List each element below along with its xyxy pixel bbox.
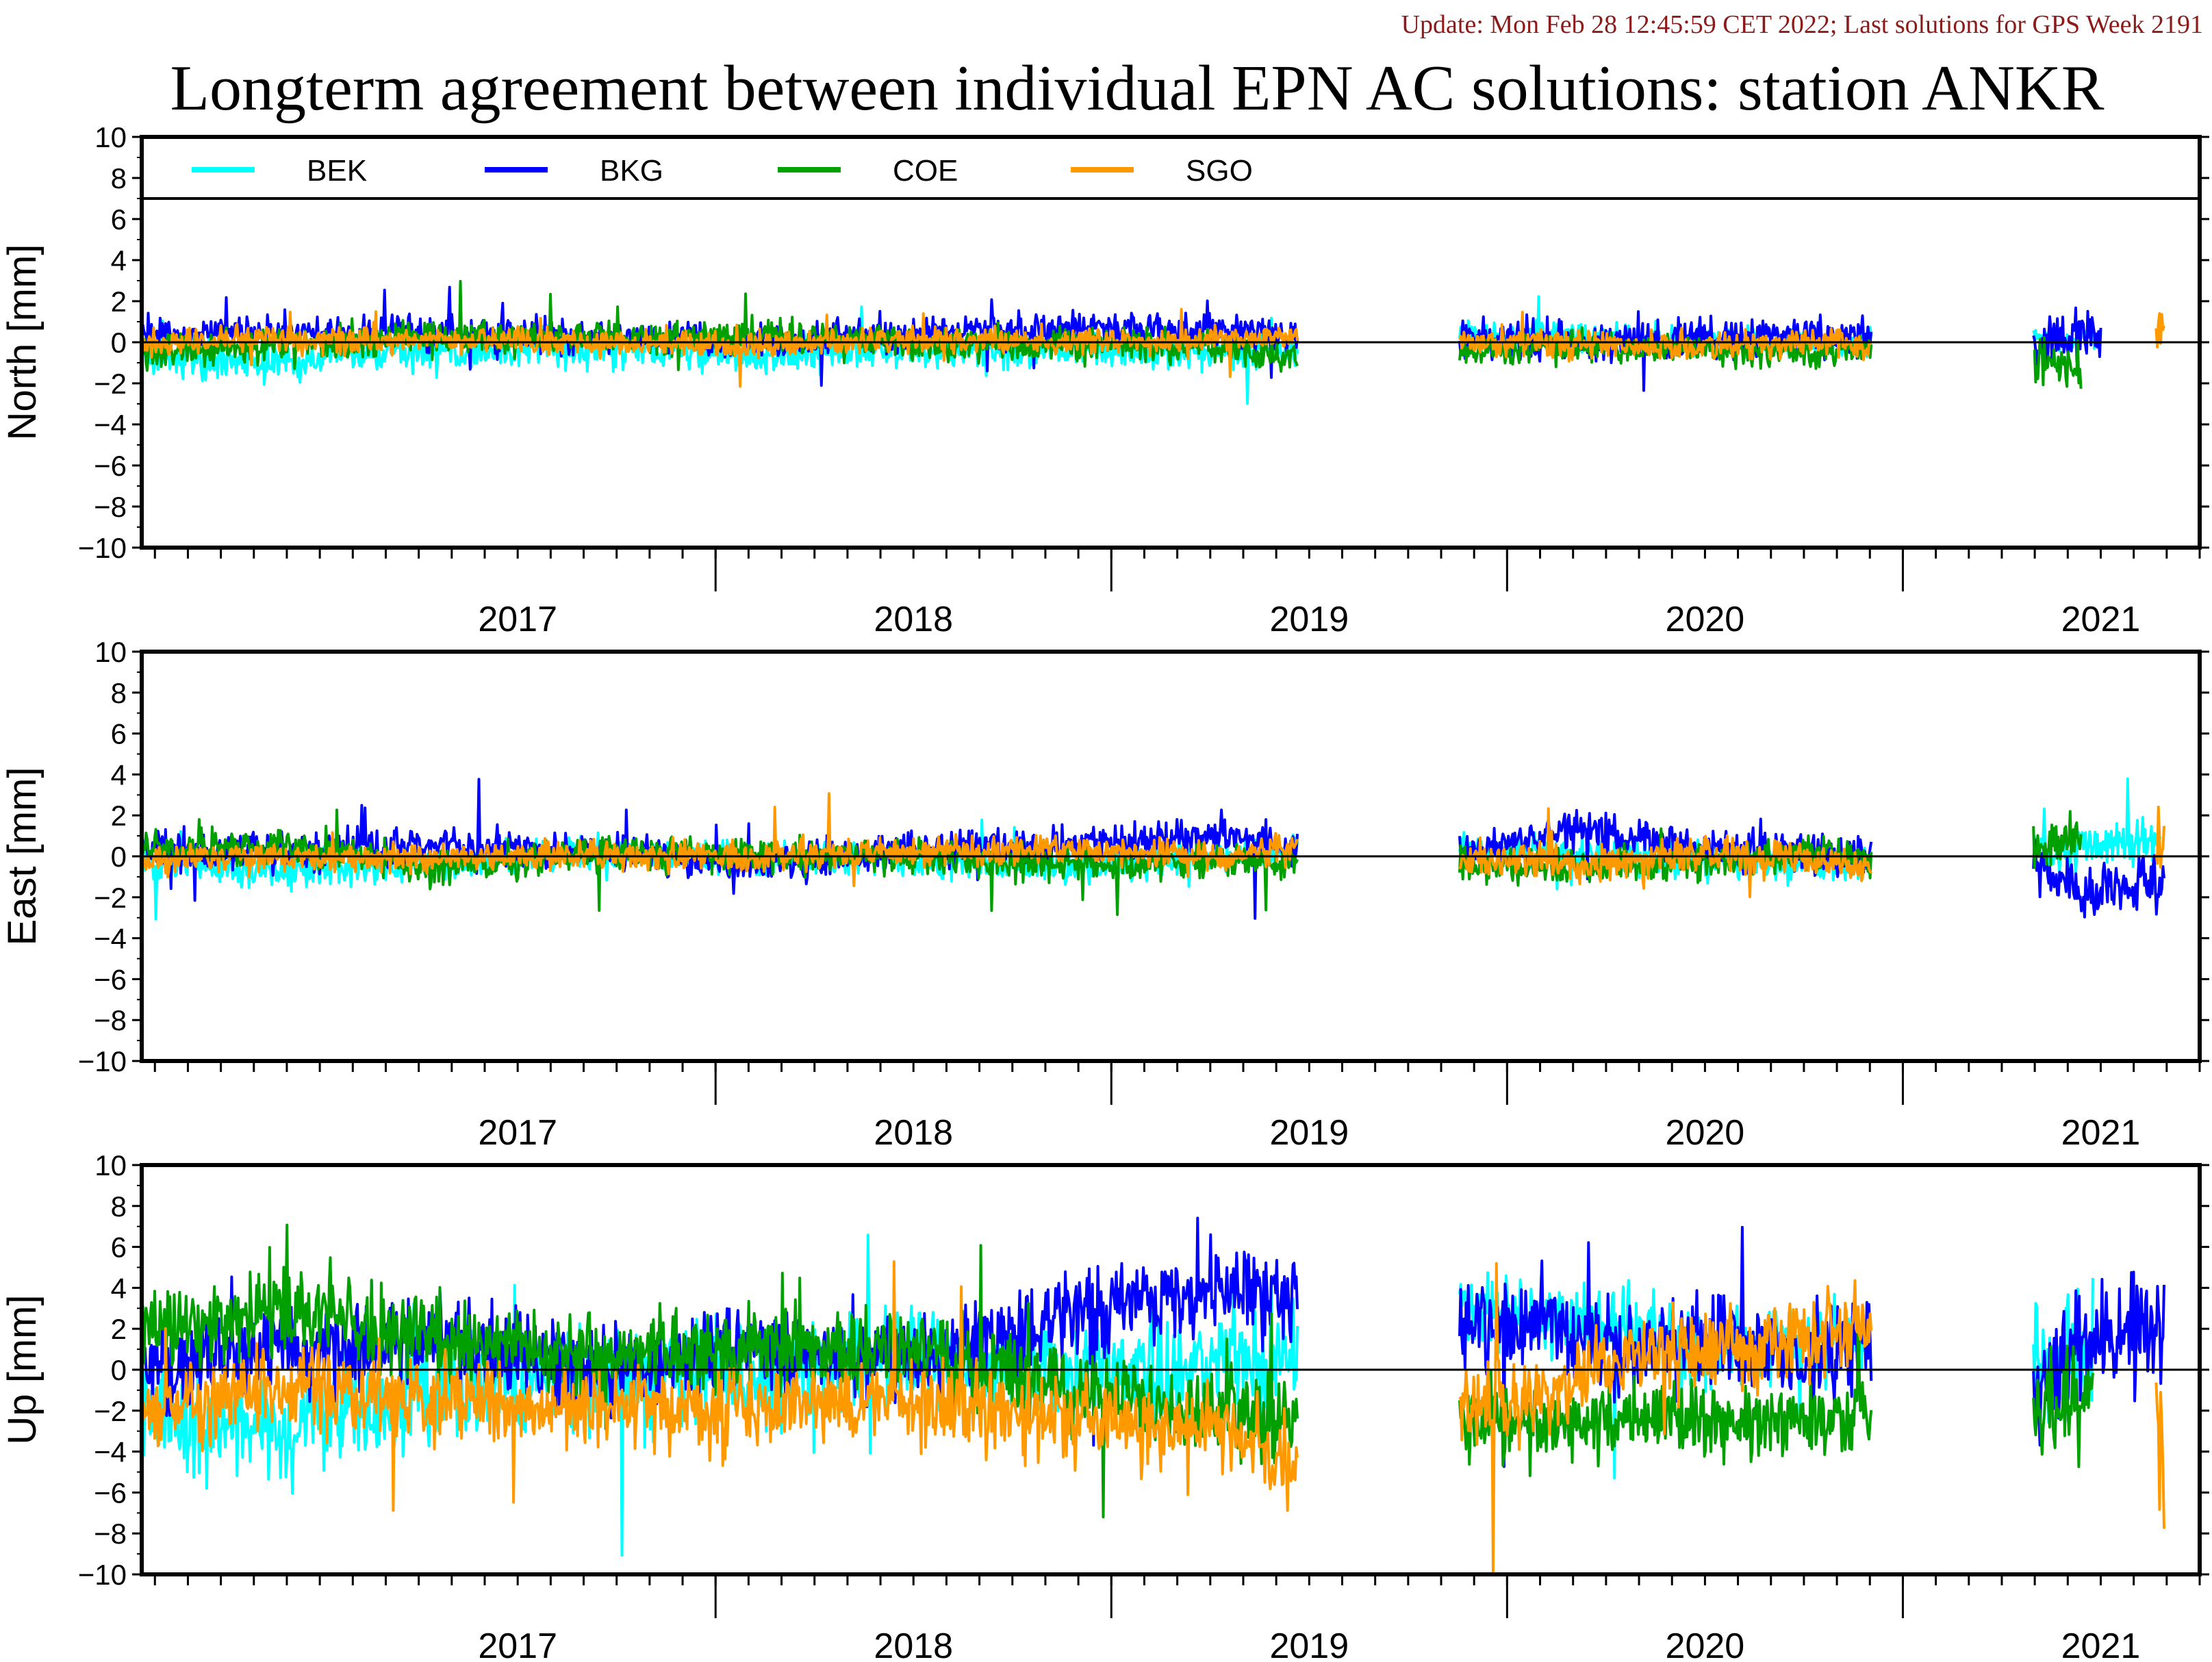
series-coe-up-seg2 xyxy=(2032,1344,2094,1468)
y-tick-label: −10 xyxy=(78,1045,127,1077)
x-tick-label: 2019 xyxy=(1269,1626,1349,1662)
x-tick-label: 2018 xyxy=(874,600,953,639)
y-tick-label: −8 xyxy=(94,491,127,523)
y-tick-label: −8 xyxy=(94,1004,127,1036)
panels: 10 8 6 4 2 0 −2 −4 −6 −8 −10 North [mm] 2017 2018 2019… xyxy=(0,121,2209,1662)
y-tick-label: 0 xyxy=(111,1354,127,1386)
y-tick-label: 2 xyxy=(111,285,127,318)
series-sgo-north-seg1 xyxy=(1458,311,1873,363)
series-coe-up-seg1 xyxy=(1458,1307,1873,1477)
y-tick-label: −2 xyxy=(94,882,127,914)
y-tick-label: −4 xyxy=(94,923,127,955)
series-sgo-east-seg2 xyxy=(2154,806,2165,869)
legend-label-bkg: BKG xyxy=(600,154,663,188)
y-tick-label: −6 xyxy=(94,450,127,482)
y-tick-label: 4 xyxy=(111,758,127,791)
update-text: Update: Mon Feb 28 12:45:59 CET 2022; La… xyxy=(1401,10,2203,39)
y-tick-label: −6 xyxy=(94,963,127,995)
y-axis-label: Up [mm] xyxy=(0,1294,45,1444)
series-sgo-east-seg0 xyxy=(142,792,1299,887)
x-tick-label: 2018 xyxy=(874,1113,953,1153)
x-tick-label: 2019 xyxy=(1269,600,1349,639)
series-coe-east-seg1 xyxy=(1458,827,1873,887)
y-tick-label: 4 xyxy=(111,244,127,277)
series-group xyxy=(142,777,2165,921)
legend-label-bek: BEK xyxy=(307,154,367,188)
y-axis-label: North [mm] xyxy=(0,244,45,441)
x-tick-label: 2017 xyxy=(478,1113,557,1153)
y-tick-label: −10 xyxy=(78,532,127,564)
y-tick-label: −8 xyxy=(94,1518,127,1550)
series-coe-east-seg2 xyxy=(2032,810,2083,869)
y-tick-label: 6 xyxy=(111,718,127,750)
x-tick-label: 2020 xyxy=(1666,1113,1745,1153)
y-axis-label: East [mm] xyxy=(0,767,45,945)
y-tick-label: −4 xyxy=(94,409,127,441)
y-tick-label: 2 xyxy=(111,800,127,832)
x-tick-label: 2020 xyxy=(1666,600,1745,639)
y-tick-label: 10 xyxy=(94,636,127,668)
y-tick-label: 8 xyxy=(111,677,127,709)
series-coe-north-seg2 xyxy=(2033,336,2083,389)
x-tick-label: 2021 xyxy=(2061,600,2141,639)
panel-east: 10 8 6 4 2 0 −2 −4 −6 −8 −10 East [mm] 2017 2018 2019 2… xyxy=(0,636,2209,1153)
y-tick-label: 4 xyxy=(111,1272,127,1304)
legend-label-coe: COE xyxy=(893,154,958,188)
series-bkg-east-seg2 xyxy=(2032,838,2165,919)
x-tick-label: 2019 xyxy=(1269,1113,1349,1153)
y-tick-label: 10 xyxy=(94,1149,127,1181)
x-tick-label: 2021 xyxy=(2061,1626,2141,1662)
y-tick-label: −2 xyxy=(94,368,127,400)
panel-north: 10 8 6 4 2 0 −2 −4 −6 −8 −10 North [mm] 2017 2018 2019… xyxy=(0,121,2209,639)
x-tick-label: 2020 xyxy=(1666,1626,1745,1662)
x-tick-label: 2018 xyxy=(874,1626,953,1662)
y-tick-label: 8 xyxy=(111,162,127,194)
y-tick-label: 2 xyxy=(111,1313,127,1345)
y-tick-label: 10 xyxy=(94,121,127,153)
series-sgo-up-seg1 xyxy=(1458,1262,1873,1574)
series-sgo-up-seg0 xyxy=(142,1260,1299,1512)
x-tick-label: 2021 xyxy=(2061,1113,2141,1153)
series-group xyxy=(142,1216,2165,1574)
y-tick-label: −6 xyxy=(94,1476,127,1509)
y-tick-label: 6 xyxy=(111,1231,127,1264)
x-tick-label: 2017 xyxy=(478,1626,557,1662)
series-sgo-up-seg2 xyxy=(2154,1382,2165,1529)
panel-up: 10 8 6 4 2 0 −2 −4 −6 −8 −10 Up [mm] 2017 2018 2019 202… xyxy=(0,1149,2209,1662)
y-tick-label: −4 xyxy=(94,1436,127,1468)
x-tick-label: 2017 xyxy=(478,600,557,639)
y-tick-label: −2 xyxy=(94,1395,127,1427)
y-tick-label: 6 xyxy=(111,203,127,235)
legend-label-sgo: SGO xyxy=(1186,154,1253,188)
chart-title: Longterm agreement between individual EP… xyxy=(170,53,2105,124)
y-tick-label: 0 xyxy=(111,841,127,873)
series-sgo-east-seg1 xyxy=(1458,807,1872,899)
y-tick-label: −10 xyxy=(78,1559,127,1591)
y-tick-label: 0 xyxy=(111,327,127,359)
y-tick-label: 8 xyxy=(111,1190,127,1223)
